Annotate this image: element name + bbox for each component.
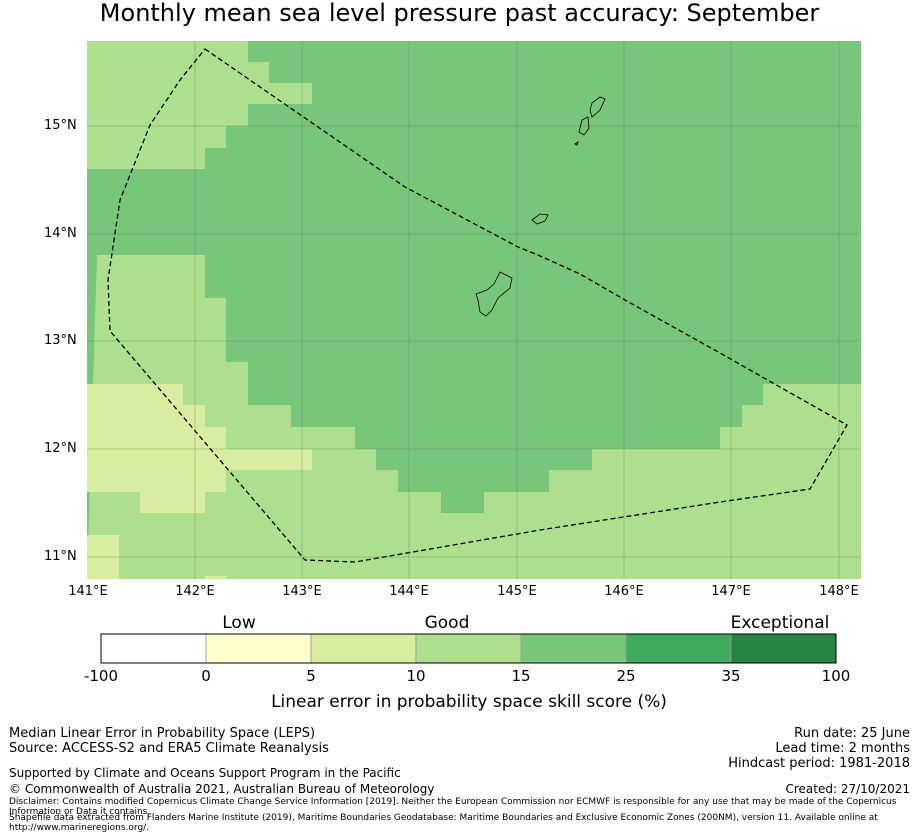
data-source: Source: ACCESS-S2 and ERA5 Climate Reana… [9, 741, 329, 756]
hindcast-period: Hindcast period: 1981-2018 [728, 756, 910, 771]
colorbar-segment [730, 633, 837, 664]
lon-label-144: 144°E [389, 584, 429, 599]
lon-label-148: 148°E [819, 584, 859, 599]
lon-label-145: 145°E [497, 584, 537, 599]
skill-region-10-15 [87, 41, 861, 579]
lead-time: Lead time: 2 months [775, 741, 910, 756]
lon-label-143: 143°E [282, 584, 322, 599]
metric-description: Median Linear Error in Probability Space… [9, 726, 316, 741]
colorbar-tick: -100 [83, 667, 119, 685]
aguijan-island [574, 141, 579, 146]
category-good: Good [424, 613, 470, 633]
colorbar-tick: 5 [306, 667, 316, 685]
colorbar-tick: 100 [821, 667, 851, 685]
support-note: Supported by Climate and Oceans Support … [9, 766, 401, 780]
colorbar [100, 633, 837, 664]
guam-island [475, 271, 513, 317]
island-outlines [475, 96, 606, 317]
colorbar-title: Linear error in probability space skill … [271, 692, 667, 712]
colorbar-tick: 15 [511, 667, 531, 685]
colorbar-segment [415, 633, 522, 664]
lat-label-13: 13°N [44, 333, 77, 348]
lat-label-14: 14°N [44, 226, 77, 241]
colorbar-tick: 0 [201, 667, 211, 685]
gridlines [87, 41, 861, 579]
category-low: Low [222, 613, 256, 633]
colorbar-segment [520, 633, 627, 664]
lat-label-12: 12°N [44, 441, 77, 456]
colorbar-tick: 25 [616, 667, 636, 685]
shapefile-note: Shapefile data extracted from Flanders M… [9, 813, 878, 833]
eez-boundary [107, 48, 848, 563]
created-date: Created: 27/10/2021 [785, 782, 910, 796]
lon-label-141: 141°E [68, 584, 108, 599]
lat-label-11: 11°N [44, 549, 77, 564]
copyright-note: © Commonwealth of Australia 2021, Austra… [9, 782, 435, 796]
run-date: Run date: 25 June [794, 726, 910, 741]
lat-label-15: 15°N [44, 118, 77, 133]
colorbar-segment [625, 633, 732, 664]
category-exceptional: Exceptional [730, 613, 830, 633]
colorbar-segment [205, 633, 312, 664]
tinian-island [578, 116, 590, 136]
lon-label-142: 142°E [175, 584, 215, 599]
disclaimer: Disclaimer: Contains modified Copernicus… [9, 797, 897, 817]
map-title: Monthly mean sea level pressure past acc… [99, 0, 820, 27]
colorbar-tick: 35 [721, 667, 741, 685]
colorbar-segment [100, 633, 207, 664]
saipan-island [589, 96, 606, 118]
colorbar-border [100, 633, 837, 664]
skill-map [87, 41, 861, 664]
lon-label-146: 146°E [604, 584, 644, 599]
colorbar-segment [310, 633, 417, 664]
rota-island [531, 213, 549, 225]
lon-label-147: 147°E [711, 584, 751, 599]
colorbar-tick: 10 [406, 667, 426, 685]
